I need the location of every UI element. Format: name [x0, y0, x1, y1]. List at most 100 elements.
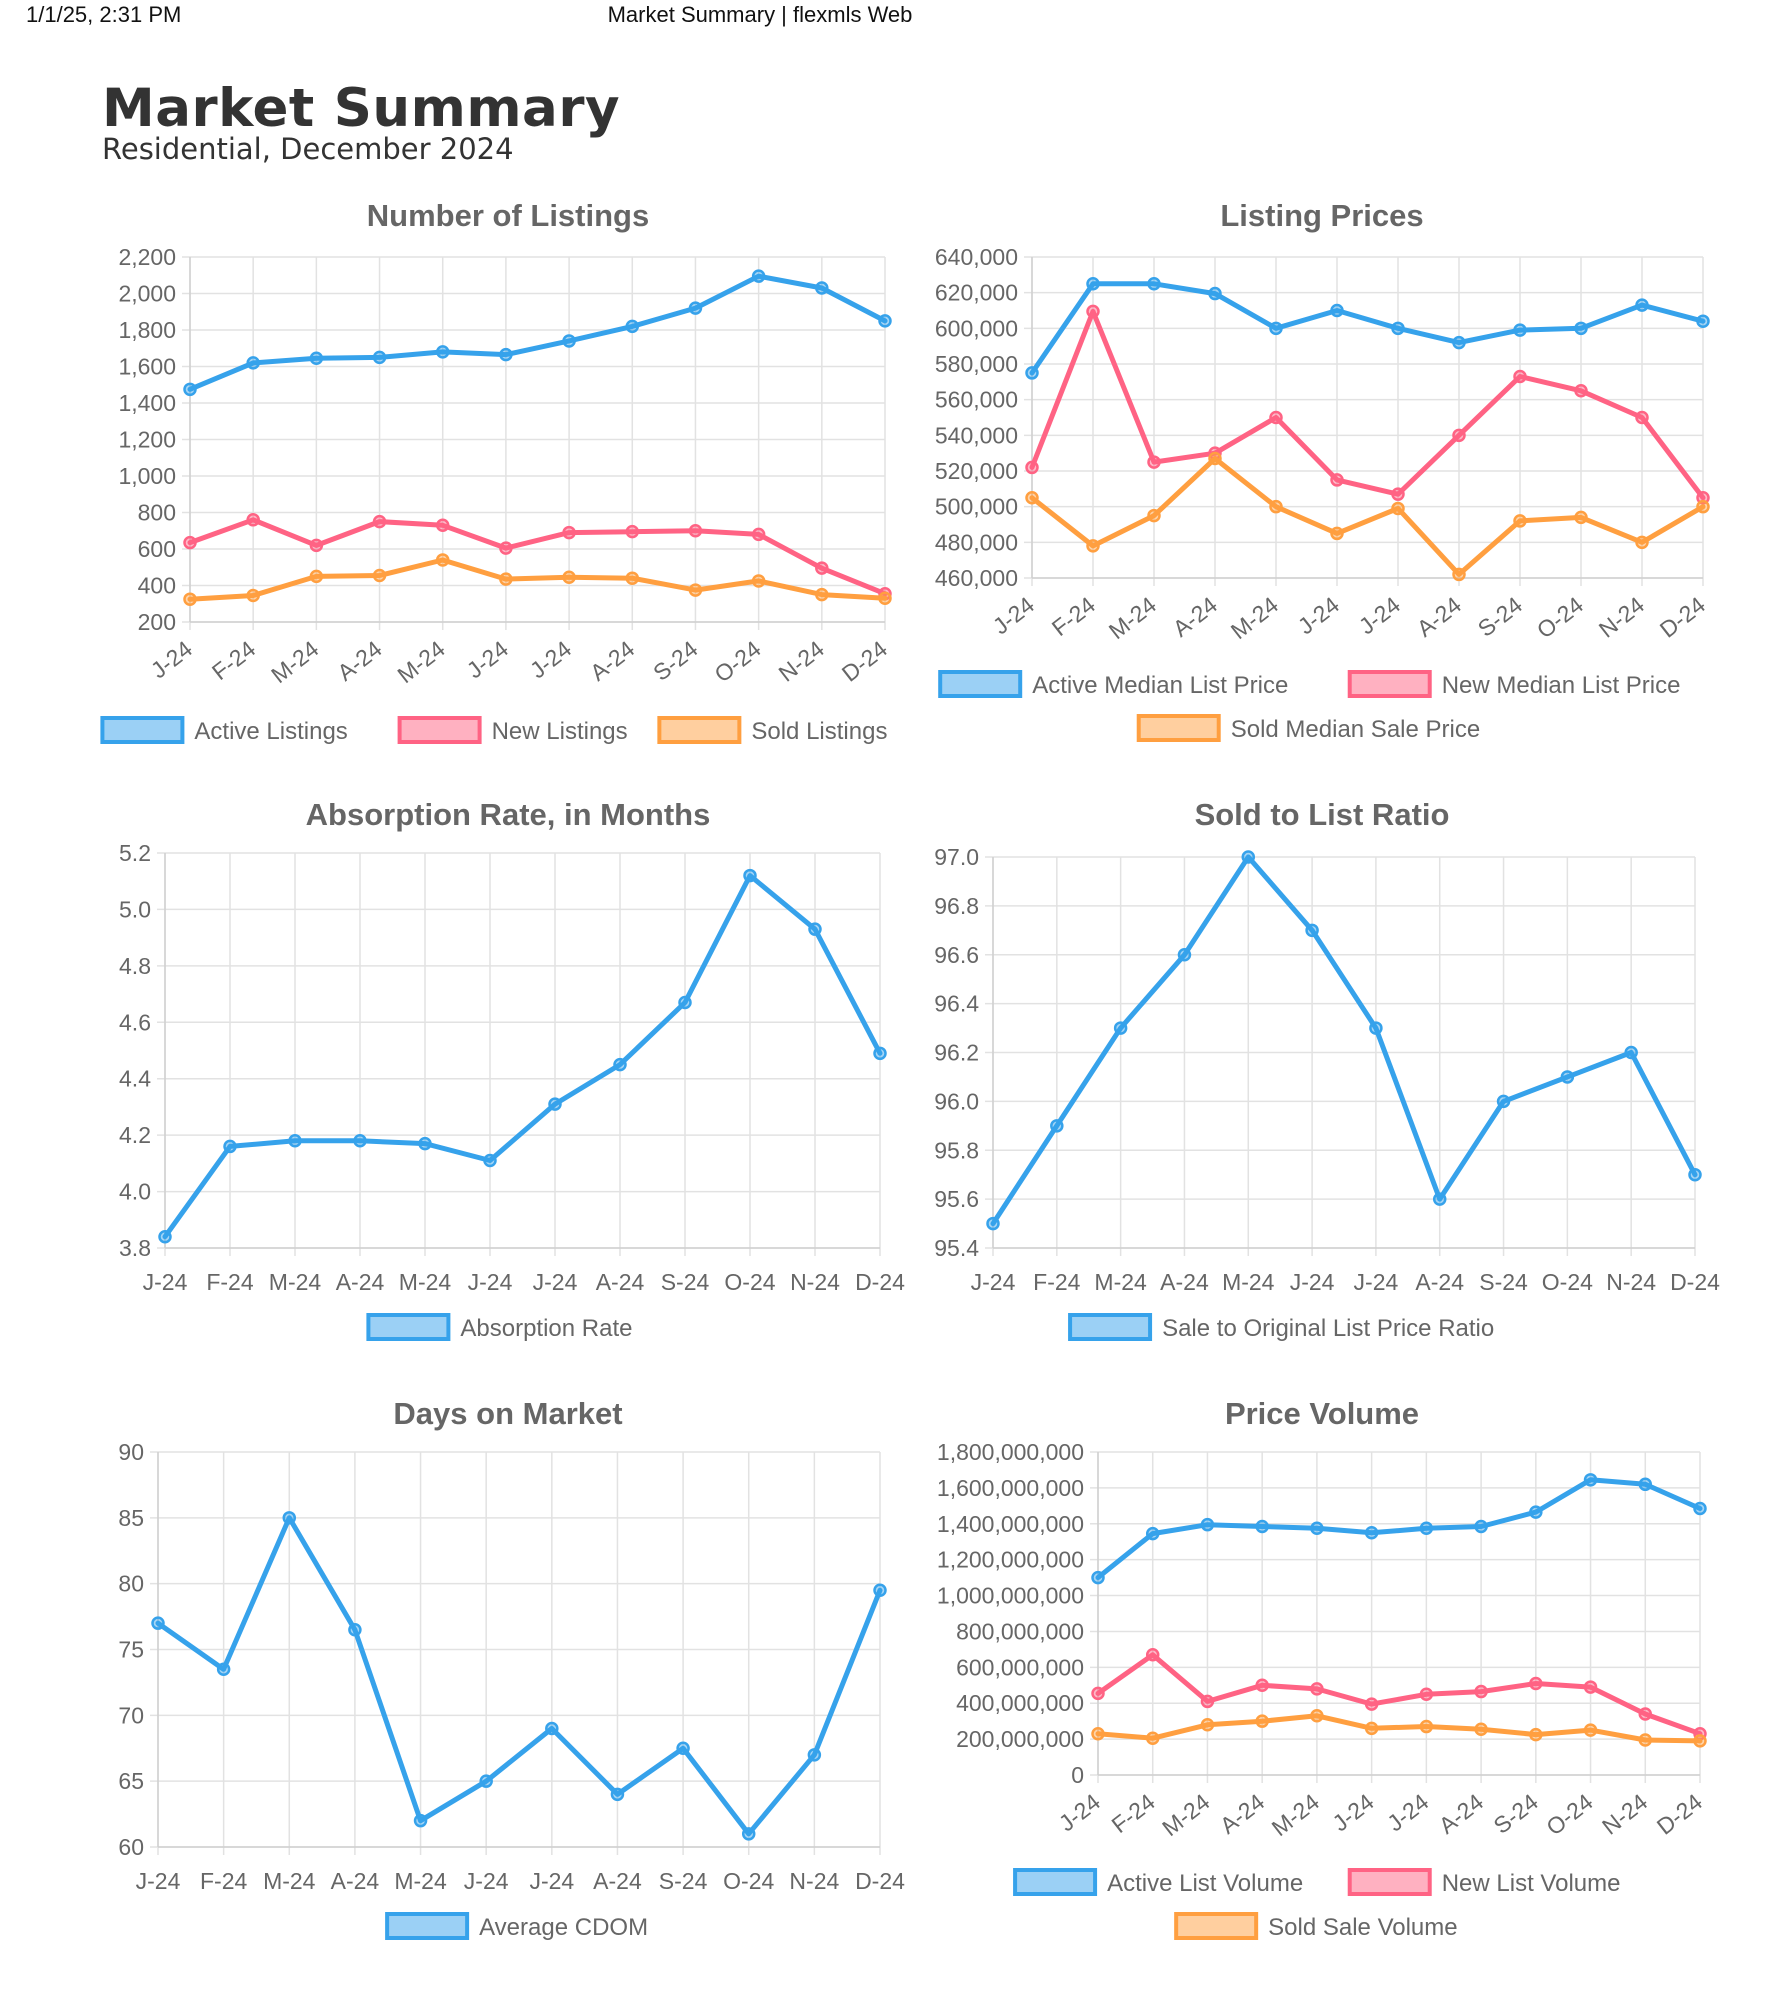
x-tick-label: O-24: [709, 635, 765, 687]
data-point: [1452, 335, 1466, 350]
x-tick-label: D-24: [855, 1868, 905, 1894]
data-point: [1147, 455, 1161, 469]
y-tick-label: 1,200,000,000: [937, 1547, 1084, 1573]
legend-swatch: [1347, 670, 1432, 698]
data-point: [1364, 1697, 1379, 1711]
x-tick-label: J-24: [533, 1269, 578, 1295]
data-point: [815, 281, 829, 295]
y-tick-label: 600,000,000: [956, 1654, 1084, 1680]
x-tick-label: J-24: [525, 635, 576, 683]
x-tick-label: N-24: [774, 635, 829, 686]
legend-item[interactable]: New Median List Price: [1347, 670, 1681, 699]
data-point: [1574, 510, 1588, 525]
legend-item[interactable]: Active List Volume: [1013, 1868, 1303, 1897]
legend-item[interactable]: Absorption Rate: [366, 1313, 633, 1342]
legend-item[interactable]: Sale to Original List Price Ratio: [1068, 1313, 1494, 1342]
data-point: [499, 347, 513, 362]
legend-item[interactable]: New Listings: [397, 716, 628, 745]
y-tick-label: 60: [118, 1834, 144, 1860]
data-point: [751, 574, 766, 588]
legend-item[interactable]: Sold Sale Volume: [1174, 1912, 1458, 1941]
x-tick-label: F-24: [207, 635, 260, 685]
data-point: [1269, 321, 1283, 336]
data-point: [1200, 1694, 1215, 1709]
data-point: [288, 1134, 302, 1148]
page-title: Market Summary: [102, 78, 621, 139]
y-tick-label: 600,000: [935, 315, 1018, 341]
data-point: [1432, 1192, 1447, 1206]
data-point: [216, 1662, 231, 1676]
x-tick-label: M-24: [394, 1868, 447, 1894]
data-point: [1310, 1682, 1324, 1696]
data-point: [1050, 1119, 1064, 1133]
data-point: [246, 513, 260, 527]
x-tick-label: M-24: [266, 635, 323, 688]
data-point: [1529, 1727, 1543, 1742]
data-point: [1638, 1477, 1653, 1492]
y-tick-label: 96.2: [934, 1040, 979, 1066]
series-line: [1029, 308, 1706, 501]
x-tick-label: N-24: [1606, 1269, 1656, 1295]
y-tick-label: 400,000,000: [956, 1690, 1084, 1716]
y-tick-label: 500,000: [935, 494, 1018, 520]
legend-label: Active Median List Price: [1032, 672, 1288, 699]
legend-item[interactable]: Average CDOM: [385, 1912, 648, 1941]
data-point: [548, 1097, 562, 1111]
series-line: [187, 273, 888, 392]
y-tick-label: 96.0: [934, 1088, 979, 1114]
legend-item[interactable]: Active Median List Price: [938, 670, 1288, 699]
data-point: [873, 1583, 887, 1597]
legend-item[interactable]: Sold Median Sale Price: [1136, 714, 1480, 743]
x-tick-label: J-24: [1354, 1269, 1399, 1295]
data-point: [1696, 314, 1710, 328]
legend-swatch: [1068, 1313, 1153, 1341]
legend-item[interactable]: Active Listings: [100, 716, 348, 745]
series-line: [1029, 456, 1706, 577]
data-point: [1638, 1707, 1653, 1721]
legend-swatch: [100, 716, 185, 744]
data-point: [1474, 1519, 1488, 1534]
data-point: [1635, 410, 1649, 425]
data-point: [1025, 491, 1039, 505]
y-tick-label: 520,000: [935, 458, 1018, 484]
data-point: [873, 1046, 887, 1061]
data-point: [435, 553, 450, 567]
data-point: [183, 382, 197, 397]
data-point: [183, 592, 197, 606]
data-point: [435, 518, 450, 533]
legend-swatch: [397, 716, 482, 744]
data-point: [1269, 410, 1283, 425]
print-page-title: Market Summary | flexmls Web: [607, 2, 913, 27]
x-tick-label: M-24: [1104, 591, 1161, 644]
y-tick-label: 400: [138, 573, 176, 599]
x-tick-label: S-24: [1473, 591, 1527, 642]
data-point: [309, 351, 324, 366]
data-point: [878, 314, 892, 328]
data-point: [1529, 1505, 1543, 1519]
y-tick-label: 85: [118, 1505, 144, 1531]
y-tick-label: 65: [118, 1768, 144, 1794]
series-line: [155, 1515, 883, 1837]
x-tick-label: J-24: [1327, 1788, 1378, 1836]
data-point: [1086, 277, 1100, 291]
y-tick-label: 540,000: [935, 422, 1018, 448]
legend-label: Active Listings: [194, 718, 347, 745]
data-point: [1635, 535, 1649, 550]
y-tick-label: 1,200: [118, 427, 176, 453]
legend-item[interactable]: Sold Listings: [657, 716, 887, 745]
data-point: [1364, 1526, 1379, 1540]
series-line: [1095, 1713, 1703, 1744]
data-point: [613, 1057, 627, 1072]
data-point: [1241, 850, 1256, 864]
legend-item[interactable]: New List Volume: [1347, 1868, 1621, 1897]
data-point: [1419, 1687, 1434, 1701]
data-point: [1330, 526, 1344, 541]
y-tick-label: 600: [138, 536, 176, 562]
x-tick-label: J-24: [1354, 591, 1405, 639]
data-point: [372, 568, 387, 583]
data-point: [499, 572, 513, 586]
legend-label: Average CDOM: [479, 1914, 648, 1941]
data-point: [688, 583, 703, 597]
legend-swatch: [366, 1313, 451, 1341]
